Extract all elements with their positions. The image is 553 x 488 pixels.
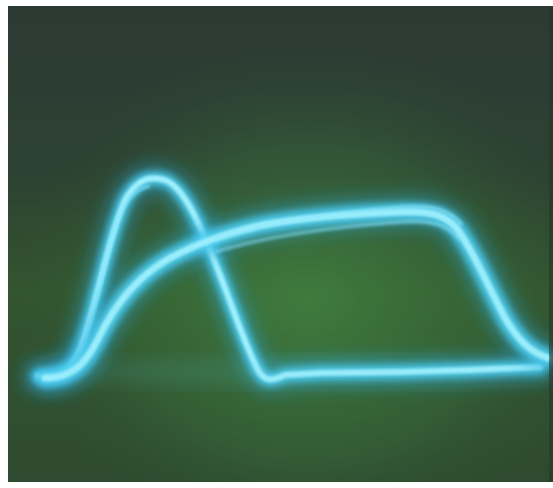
baseline-glow	[40, 358, 553, 386]
trace-flat-top	[30, 196, 553, 393]
screen-right-edge	[549, 6, 553, 482]
